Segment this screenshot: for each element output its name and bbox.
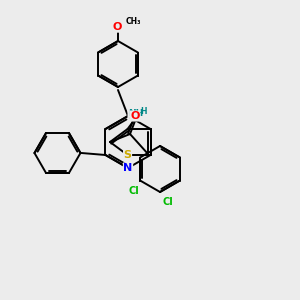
Text: NH: NH (128, 109, 143, 118)
Text: O: O (112, 22, 122, 32)
Text: S: S (124, 150, 132, 160)
Text: H: H (140, 106, 147, 116)
Text: Cl: Cl (163, 197, 173, 207)
Text: N: N (123, 163, 133, 173)
Text: Cl: Cl (129, 185, 140, 196)
Text: CH₃: CH₃ (126, 16, 142, 26)
Text: O: O (130, 111, 140, 121)
